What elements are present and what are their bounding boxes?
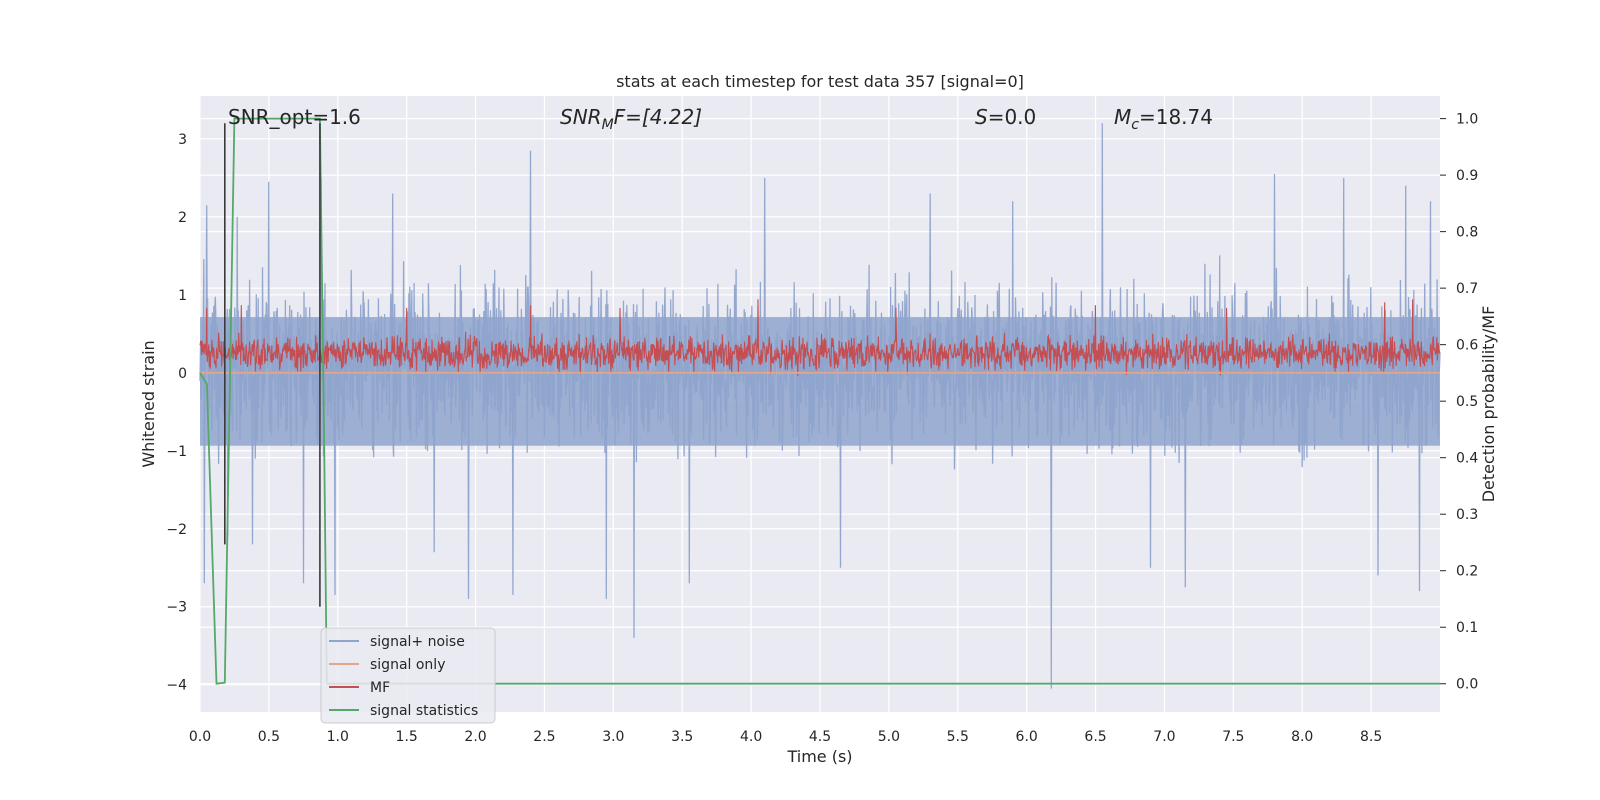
y2-tick-label: 0.6 [1456,338,1478,354]
y-tick-label: 2 [178,210,187,226]
data-layer [199,123,1441,689]
chart-title: stats at each timestep for test data 357… [616,72,1024,91]
legend-label-mf: MF [370,680,390,696]
x-tick-label: 8.5 [1360,729,1382,745]
y2-tick-label: 0.9 [1456,168,1478,184]
y-axis-label: Whitened strain [139,340,158,467]
y-tick-label: −2 [166,522,187,538]
annotation-snr-mf-symbol: SNR [560,105,602,129]
x-tick-label: 0.5 [258,729,280,745]
x-tick-label: 4.5 [809,729,831,745]
y-tick-label: 0 [178,366,187,382]
x-axis-label: Time (s) [786,747,852,766]
annotation-mc-symbol: M [1114,105,1131,129]
y-tick-label: 1 [178,288,187,304]
x-tick-label: 8.0 [1291,729,1313,745]
y2-tick-label: 0.3 [1456,507,1478,523]
x-tick-label: 3.5 [671,729,693,745]
annotation-snr-opt: SNR_opt=1.6 [228,105,361,129]
legend-frame [320,627,496,724]
y-tick-label: −4 [166,678,187,694]
annotation-s-value: =0.0 [988,105,1037,129]
y-axis-ticks: −4 −3 −2 −1 0 1 2 3 [166,132,187,694]
y2-tick-label: 0.8 [1456,225,1478,241]
x-tick-label: 4.0 [740,729,762,745]
y2-tick-label: 0.2 [1456,564,1478,580]
annotation-mc-subscript: c [1131,117,1139,133]
series-mf-line [199,299,1441,376]
y2-axis-label: Detection probability/MF [1479,306,1498,503]
x-tick-label: 5.0 [878,729,900,745]
y2-tick-label: 0.7 [1456,281,1478,297]
y2-tick-label: 0.5 [1456,394,1478,410]
y2-tick-label: 0.4 [1456,451,1478,467]
annotation-snr-mf-subscript: M [602,117,614,133]
y-tick-label: −3 [166,600,187,616]
x-tick-label: 6.0 [1016,729,1038,745]
annotation-snr-mf: SNRMF=[4.22] [560,105,702,133]
x-tick-label: 3.0 [602,729,624,745]
x-tick-label: 2.0 [464,729,486,745]
x-tick-label: 7.5 [1222,729,1244,745]
annotation-s-symbol: S [975,105,988,129]
x-tick-label: 7.0 [1153,729,1175,745]
annotation-mc-value: =18.74 [1139,105,1213,129]
y2-tick-label: 0.1 [1456,620,1478,636]
y2-axis-ticks: 0.0 0.1 0.2 0.3 0.4 0.5 0.6 0.7 0.8 0.9 1.0 [1440,112,1478,693]
x-axis-ticks: 0.0 0.5 1.0 1.5 2.0 2.5 3.0 3.5 4.0 4.5 5.0 5.5 6.0 6… [189,729,1382,745]
annotation-snr-mf-value: F=[4.22] [614,105,702,129]
annotation-s: S=0.0 [975,105,1036,129]
x-tick-label: 1.0 [327,729,349,745]
y-tick-label: 3 [178,132,187,148]
x-tick-label: 0.0 [189,729,211,745]
annotation-mc: Mc=18.74 [1114,105,1213,133]
x-tick-label: 5.5 [947,729,969,745]
legend-label-signal-statistics: signal statistics [370,703,478,719]
mark-layer [199,117,1440,685]
x-tick-label: 2.5 [533,729,555,745]
legend: signal+ noise signal only MF signal stat… [320,627,496,724]
y2-tick-label: 1.0 [1456,112,1478,128]
legend-label-signal-noise: signal+ noise [370,634,465,650]
series-signal-statistics-line [199,117,1440,685]
y2-tick-label: 0.0 [1456,677,1478,693]
x-tick-label: 1.5 [396,729,418,745]
legend-label-signal-only: signal only [370,657,445,673]
x-tick-label: 6.5 [1084,729,1106,745]
y-tick-label: −1 [166,444,187,460]
